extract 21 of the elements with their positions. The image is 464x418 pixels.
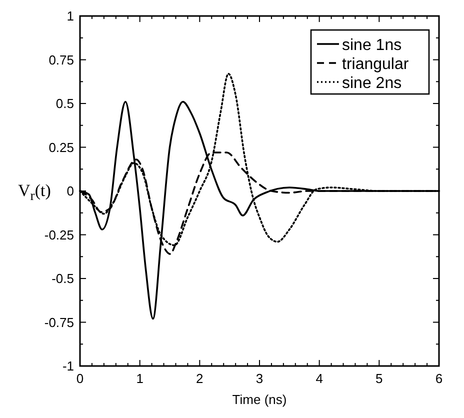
legend-label: sine 1ns (342, 37, 402, 54)
y-tick-label: 0.75 (48, 52, 74, 68)
y-axis-title: V$_{r}$(t) (18, 181, 51, 202)
x-tick-label: 2 (196, 371, 204, 386)
legend-label: triangular (342, 56, 410, 73)
y-tick-label: -0.25 (44, 227, 74, 242)
x-tick-label: 5 (376, 371, 383, 386)
x-tick-label: 1 (136, 371, 144, 386)
y-tick-label: -0.75 (44, 314, 74, 330)
y-tick-label: 1 (66, 8, 74, 24)
y-tick-label: -0.5 (52, 271, 74, 286)
y-tick-label: -1 (62, 358, 74, 374)
y-tick-label: 0 (66, 184, 74, 198)
x-tick-label: 6 (435, 371, 443, 386)
y-tick-label: 0.25 (48, 140, 74, 155)
x-tick-label: 0 (76, 371, 84, 386)
x-tick-label: 3 (256, 371, 264, 386)
y-tick-label: 0.5 (56, 96, 74, 111)
legend-label: sine 2ns (342, 75, 402, 92)
x-tick-label: 4 (316, 371, 323, 386)
x-axis-title: Time (ns) (232, 392, 287, 407)
